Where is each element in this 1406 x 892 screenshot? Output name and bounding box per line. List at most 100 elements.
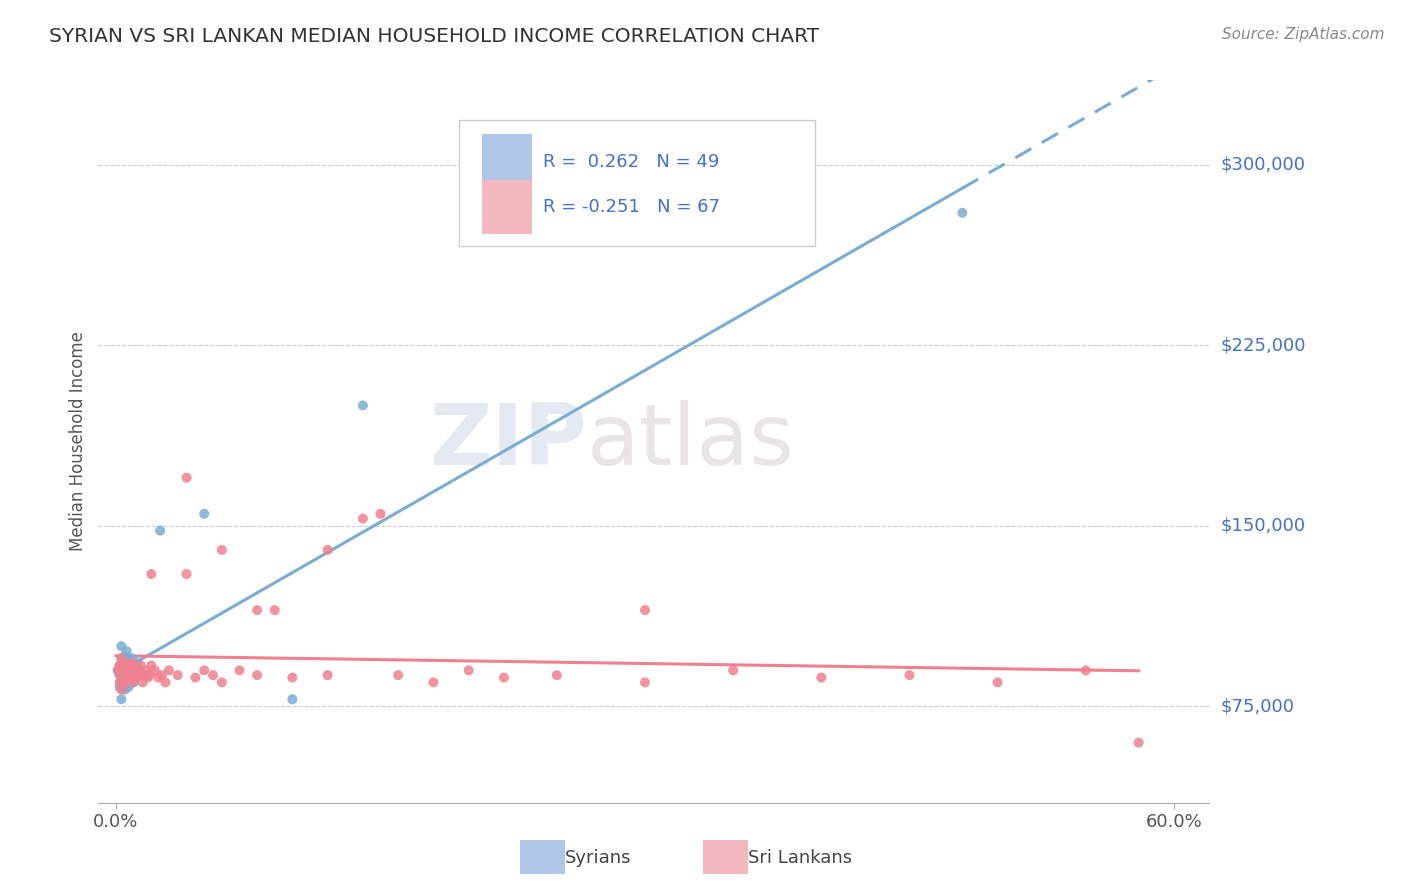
Point [121, 668, 143, 682]
Point [117, 671, 139, 685]
Point [121, 675, 143, 690]
Point [370, 507, 392, 521]
Point [193, 507, 215, 521]
Point [110, 673, 132, 687]
Text: $75,000: $75,000 [1220, 698, 1295, 715]
Point [987, 675, 1010, 690]
Point [117, 664, 139, 678]
Point [121, 656, 143, 670]
Point [115, 671, 138, 685]
Point [387, 668, 409, 682]
Point [110, 639, 132, 653]
Point [122, 664, 145, 678]
Text: $225,000: $225,000 [1220, 336, 1306, 354]
Point [114, 656, 136, 670]
Point [120, 664, 142, 678]
Point [112, 668, 135, 682]
Point [117, 668, 139, 682]
Point [281, 692, 304, 706]
Point [134, 668, 156, 682]
Point [122, 675, 145, 690]
Point [422, 675, 444, 690]
Point [352, 511, 374, 525]
Point [128, 668, 150, 682]
Point [120, 664, 142, 678]
Point [117, 651, 139, 665]
Point [352, 398, 374, 412]
Point [634, 603, 657, 617]
Point [114, 675, 136, 690]
Point [122, 658, 145, 673]
Point [120, 658, 142, 673]
Point [898, 668, 921, 682]
Point [155, 675, 177, 690]
Point [135, 664, 157, 678]
Point [246, 668, 269, 682]
Point [141, 567, 163, 582]
Point [211, 675, 233, 690]
Point [316, 668, 339, 682]
Point [114, 664, 136, 678]
Point [112, 675, 135, 690]
Text: atlas: atlas [588, 400, 796, 483]
Point [112, 673, 135, 687]
Point [127, 656, 149, 670]
Point [117, 658, 139, 673]
Text: Source: ZipAtlas.com: Source: ZipAtlas.com [1222, 27, 1385, 42]
Point [149, 524, 172, 538]
Point [148, 671, 170, 685]
Text: ZIP: ZIP [429, 400, 588, 483]
Point [634, 675, 657, 690]
Point [110, 692, 132, 706]
Point [131, 675, 153, 690]
Point [121, 675, 143, 690]
Text: $300,000: $300,000 [1220, 155, 1305, 174]
Point [211, 542, 233, 557]
Point [281, 671, 304, 685]
Point [492, 671, 515, 685]
Point [228, 664, 250, 678]
Point [141, 658, 163, 673]
Point [184, 671, 207, 685]
Point [115, 658, 138, 673]
Point [114, 671, 136, 685]
Point [115, 644, 138, 658]
Point [263, 603, 285, 617]
Point [128, 664, 150, 678]
Point [117, 668, 139, 682]
Point [121, 658, 143, 673]
Point [120, 673, 142, 687]
Point [115, 665, 138, 680]
Point [110, 651, 132, 665]
Text: SYRIAN VS SRI LANKAN MEDIAN HOUSEHOLD INCOME CORRELATION CHART: SYRIAN VS SRI LANKAN MEDIAN HOUSEHOLD IN… [49, 27, 820, 45]
Point [143, 664, 166, 678]
Point [108, 675, 131, 690]
Point [124, 671, 146, 685]
Point [108, 658, 131, 673]
Point [121, 651, 143, 665]
FancyBboxPatch shape [460, 120, 815, 246]
Point [457, 664, 479, 678]
Point [810, 671, 832, 685]
Point [157, 664, 180, 678]
Point [1074, 664, 1097, 678]
Point [112, 651, 135, 665]
Point [115, 664, 138, 678]
Point [193, 664, 215, 678]
Point [202, 668, 225, 682]
Point [129, 658, 152, 673]
Point [110, 651, 132, 665]
Point [316, 542, 339, 557]
Point [115, 668, 138, 682]
Point [114, 648, 136, 663]
Point [107, 664, 129, 678]
Point [110, 682, 132, 697]
Point [110, 668, 132, 682]
Point [136, 671, 159, 685]
Point [127, 664, 149, 678]
Point [112, 664, 135, 678]
Point [108, 668, 131, 682]
Point [117, 658, 139, 673]
Y-axis label: Median Household Income: Median Household Income [69, 332, 87, 551]
Point [176, 471, 198, 485]
